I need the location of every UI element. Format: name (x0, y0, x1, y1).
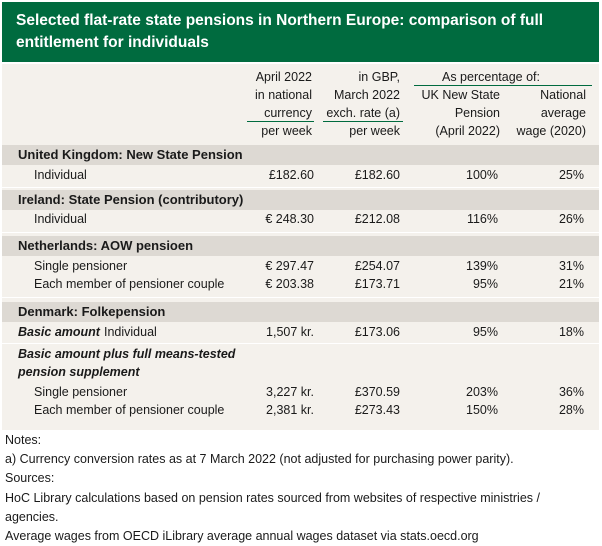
header-national-line-1: April 2022 (255, 70, 312, 84)
header-uk-line-3: (April 2022) (435, 124, 500, 138)
header-uk-line-2: Pension (454, 106, 500, 120)
header-gbp-line-3: exch. rate (a) (326, 106, 400, 120)
cell-wage-pct: 18% (558, 325, 584, 339)
header-national-line-2: in national (255, 88, 312, 102)
row-label: Individual (34, 212, 87, 226)
header-wage-pct: National average wage (2020) (502, 86, 587, 140)
cell-national: 1,507 kr. (266, 325, 314, 339)
cell-wage-pct: 28% (558, 403, 584, 417)
row-label: Individual (104, 325, 157, 339)
row-divider (2, 297, 599, 298)
source-line-1: HoC Library calculations based on pensio… (5, 490, 540, 505)
supplement-label-line-1: Basic amount plus full means-tested (18, 347, 236, 361)
cell-gbp: £254.07 (354, 259, 400, 273)
cell-gbp: £182.60 (354, 168, 400, 182)
cell-gbp: £173.71 (354, 277, 400, 291)
cell-gbp: £370.59 (354, 385, 400, 399)
title-line-2: entitlement for individuals (16, 34, 209, 51)
table-title: Selected flat-rate state pensions in Nor… (2, 2, 599, 62)
row-label: Individual (34, 168, 87, 182)
header-wage-line-3: wage (2020) (516, 124, 587, 138)
source-line-3: Average wages from OECD iLibrary average… (5, 529, 479, 544)
header-percentage-group: As percentage of: (442, 70, 540, 84)
section-title-ireland: Ireland: State Pension (contributory) (18, 192, 244, 207)
cell-national: £182.60 (268, 168, 314, 182)
cell-national: 2,381 kr. (266, 403, 314, 417)
pension-table: April 2022 in national currency per week… (2, 64, 599, 430)
cell-wage-pct: 36% (558, 385, 584, 399)
source-line-2: agencies. (5, 509, 59, 524)
section-ireland: Ireland: State Pension (contributory) (2, 190, 599, 210)
section-title-uk: United Kingdom: New State Pension (18, 147, 243, 162)
cell-wage-pct: 21% (558, 277, 584, 291)
header-underline-national (247, 121, 314, 122)
section-title-netherlands: Netherlands: AOW pensioen (18, 238, 194, 253)
cell-uk-pct: 139% (466, 259, 498, 273)
cell-wage-pct: 31% (558, 259, 584, 273)
header-uk-line-1: UK New State (421, 88, 500, 102)
cell-gbp: £212.08 (354, 212, 400, 226)
row-label: Single pensioner (34, 385, 128, 399)
cell-national: € 297.47 (265, 259, 314, 273)
row-divider (2, 232, 599, 233)
cell-uk-pct: 95% (472, 325, 498, 339)
supplement-label-line-2: pension supplement (18, 365, 140, 379)
header-national-line-3: currency (264, 106, 312, 120)
cell-uk-pct: 95% (472, 277, 498, 291)
header-national-line-4: per week (261, 124, 312, 138)
title-line-1: Selected flat-rate state pensions in Nor… (16, 12, 544, 29)
cell-national: 3,227 kr. (266, 385, 314, 399)
cell-uk-pct: 203% (466, 385, 498, 399)
note-a: a) Currency conversion rates as at 7 Mar… (5, 452, 514, 467)
header-national-currency: April 2022 in national currency per week (234, 68, 312, 140)
header-underline-gbp (323, 121, 403, 122)
notes-block: Notes: a) Currency conversion rates as a… (5, 431, 597, 546)
row-divider (2, 343, 599, 344)
cell-gbp: £173.06 (354, 325, 400, 339)
section-netherlands: Netherlands: AOW pensioen (2, 236, 599, 256)
cell-uk-pct: 150% (466, 403, 498, 417)
header-group-underline (414, 85, 592, 86)
section-denmark: Denmark: Folkepension (2, 302, 599, 322)
section-title-denmark: Denmark: Folkepension (18, 304, 166, 319)
cell-gbp: £273.43 (354, 403, 400, 417)
row-label: Single pensioner (34, 259, 128, 273)
basic-amount-label: Basic amount (18, 325, 100, 339)
row-label: Each member of pensioner couple (34, 403, 225, 417)
sources-heading: Sources: (5, 471, 55, 486)
header-gbp-line-2: March 2022 (333, 88, 400, 102)
cell-uk-pct: 100% (466, 168, 498, 182)
cell-national: € 248.30 (265, 212, 314, 226)
cell-national: € 203.38 (265, 277, 314, 291)
cell-wage-pct: 26% (558, 212, 584, 226)
row-label: Each member of pensioner couple (34, 277, 225, 291)
notes-heading: Notes: (5, 433, 42, 447)
header-wage-line-2: average (540, 106, 586, 120)
header-gbp-line-1: in GBP, (358, 70, 400, 84)
cell-uk-pct: 116% (466, 212, 498, 226)
header-gbp: in GBP, March 2022 exch. rate (a) per we… (312, 68, 400, 140)
cell-wage-pct: 25% (558, 168, 584, 182)
row-divider (2, 187, 599, 188)
header-gbp-line-4: per week (349, 124, 400, 138)
header-uk-pension-pct: UK New State Pension (April 2022) (410, 86, 500, 140)
section-uk: United Kingdom: New State Pension (2, 145, 599, 165)
header-wage-line-1: National (540, 88, 586, 102)
